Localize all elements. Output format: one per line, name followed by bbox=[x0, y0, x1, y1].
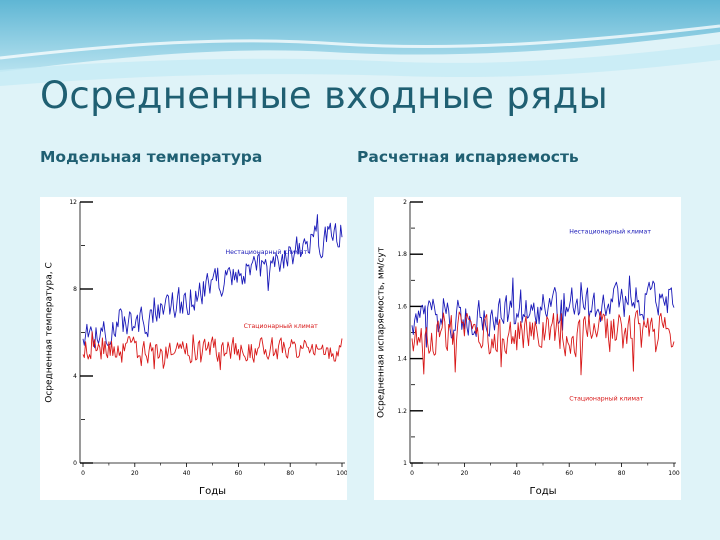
series-line-nonstationary bbox=[82, 214, 343, 349]
y-tick-label: 1.4 bbox=[397, 356, 407, 363]
wave-light bbox=[0, 44, 720, 86]
series-line-nonstationary bbox=[411, 275, 675, 348]
x-tick-label: 0 bbox=[410, 470, 414, 477]
series-line-stationary bbox=[411, 309, 675, 376]
y-axis-title: Осредненная температура, С bbox=[45, 262, 55, 403]
subtitle-evaporation: Расчетная испаряемость bbox=[357, 148, 579, 166]
temperature-chart: 0 4 8 12 0 20 40 60 80 100 Годы Осредненная темпера… bbox=[45, 199, 348, 497]
y-tick-label: 1.6 bbox=[397, 303, 407, 310]
series-label-nonstationary: Нестационарный климат bbox=[225, 248, 307, 256]
wave-highlight bbox=[0, 24, 720, 60]
y-tick-label: 12 bbox=[69, 199, 77, 206]
x-tick-label: 100 bbox=[668, 470, 680, 477]
x-tick-label: 60 bbox=[235, 470, 243, 477]
x-tick-label: 80 bbox=[286, 470, 294, 477]
evaporation-chart-panel: 1 1.2 1.4 1.6 1.8 2 0 20 40 60 80 100 Годы Осредненна… bbox=[374, 197, 681, 500]
x-tick-label: 40 bbox=[183, 470, 191, 477]
y-tick-label: 0 bbox=[73, 460, 77, 467]
x-axis-title: Годы bbox=[529, 486, 556, 497]
x-tick-label: 0 bbox=[81, 470, 85, 477]
series-label-stationary: Стационарный климат bbox=[244, 322, 319, 330]
x-tick-label: 60 bbox=[565, 470, 573, 477]
y-tick-label: 1 bbox=[403, 460, 407, 467]
y-tick-label: 1.8 bbox=[397, 251, 407, 258]
y-tick-label: 2 bbox=[403, 199, 407, 206]
wave-band bbox=[0, 0, 720, 72]
y-tick-label: 8 bbox=[73, 286, 77, 293]
temperature-chart-panel: 0 4 8 12 0 20 40 60 80 100 Годы Осредненная темпера… bbox=[40, 197, 347, 500]
x-tick-label: 40 bbox=[513, 470, 521, 477]
y-tick-label: 1.2 bbox=[397, 408, 407, 415]
x-tick-label: 100 bbox=[336, 470, 347, 477]
x-tick-label: 20 bbox=[461, 470, 469, 477]
series-line-stationary bbox=[82, 331, 343, 371]
y-axis-title: Осредненная испаряемость, мм/сут bbox=[377, 247, 387, 418]
evaporation-chart: 11.21.41.61.820 20 40 60 80 100ГодыОсредненна… bbox=[377, 199, 680, 497]
x-tick-label: 80 bbox=[618, 470, 626, 477]
x-axis-title: Годы bbox=[199, 486, 226, 497]
series-label-stationary: Стационарный климат bbox=[569, 394, 644, 402]
series-label-nonstationary: Нестационарный климат bbox=[569, 227, 651, 235]
x-tick-label: 20 bbox=[131, 470, 139, 477]
slide-title: Осредненные входные ряды bbox=[40, 74, 608, 117]
y-tick-label: 4 bbox=[73, 373, 77, 380]
subtitle-temperature: Модельная температура bbox=[40, 148, 263, 166]
